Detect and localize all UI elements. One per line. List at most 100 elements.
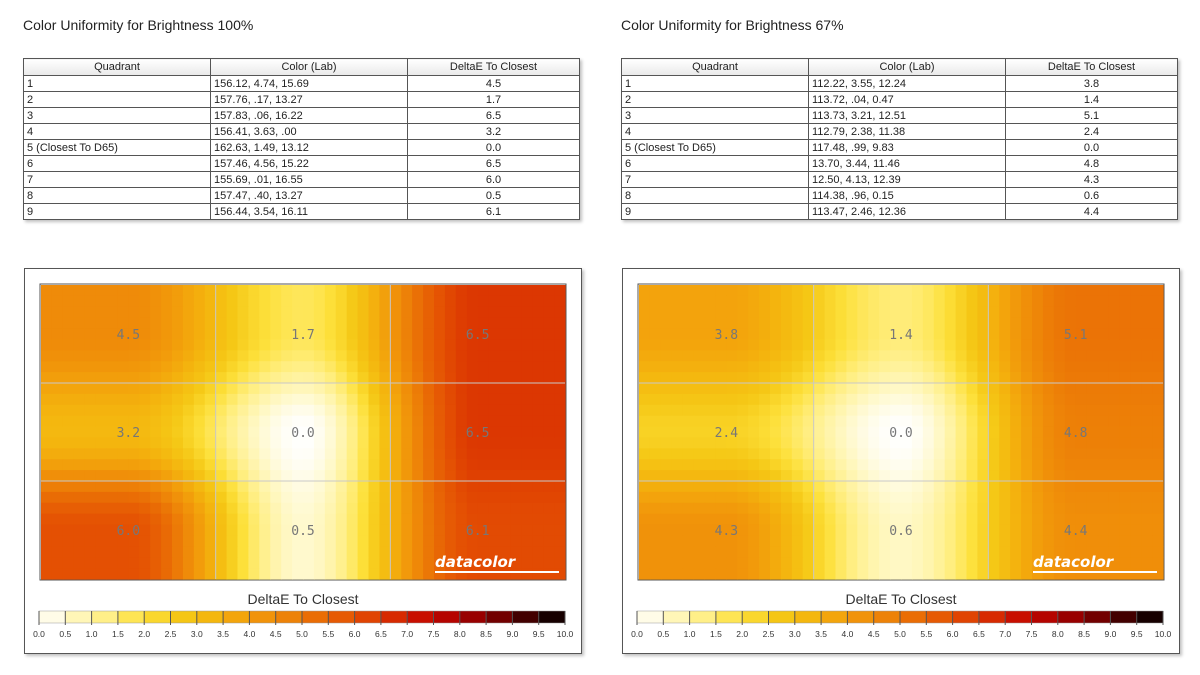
heatmap-cell [802,459,815,471]
heatmap-cell [1021,306,1033,319]
heatmap-cell [988,317,1000,330]
heatmap-cell [401,448,413,460]
heatmap-cell [966,448,979,460]
heatmap-cell [944,350,957,362]
heatmap-cell [324,295,337,308]
heatmap-cell [977,361,989,373]
heatmap-cell [1152,285,1164,297]
heatmap-cell [281,535,293,547]
heatmap-cell [499,393,512,406]
heatmap-cell [748,393,760,406]
heatmap-cell [813,568,826,580]
heatmap-cell [1075,383,1088,395]
heatmap-cell [726,317,738,330]
heatmap-cell [313,502,326,515]
heatmap-cell [879,524,891,537]
scale-tick-label: 7.0 [999,629,1011,639]
heatmap-cell [248,350,260,362]
heatmap-cell [759,491,771,504]
heatmap-cell [1021,459,1033,471]
heatmap-cell [172,404,184,417]
heatmap-cell [510,350,522,362]
heatmap-cell [748,459,760,471]
heatmap-cell [770,491,782,504]
heatmap-cell [95,328,108,341]
heatmap-cell [270,535,282,547]
heatmap-cell [748,546,760,558]
heatmap-cell [466,437,479,449]
heatmap-cell [488,568,501,580]
heatmap-cell [1042,306,1055,319]
heatmap-cell [259,393,271,406]
heatmap-cell [999,361,1011,373]
heatmap-cell [802,350,815,362]
heatmap-cell [759,459,771,471]
heatmap-cell [499,372,512,384]
heatmap-cell [128,372,140,384]
heatmap-cell [466,393,479,406]
heatmap-cell [693,328,706,341]
heatmap-cell [901,393,913,406]
heatmap-cell [521,502,533,515]
heatmap-cell [846,437,858,449]
heatmap-cell [682,437,695,449]
heatmap-cell [1042,437,1055,449]
heatmap-cell [1086,350,1099,362]
heatmap-cell [499,339,512,351]
heatmap-cell [193,372,206,384]
heatmap-cell [292,404,304,417]
heatmap-cell [1042,459,1055,471]
heatmap-cell [41,393,53,406]
heatmap-cell [879,481,891,493]
heatmap-cell [412,317,424,330]
scale-tick-label: 9.5 [533,629,545,639]
heatmap-cell [521,306,533,319]
heatmap-cell [455,437,468,449]
table-header-row: Quadrant Color (Lab) DeltaE To Closest [23,58,580,76]
heatmap-cell [1042,491,1055,504]
heatmap-cell [390,502,402,515]
heatmap-cell [390,481,402,493]
heatmap-cell [1108,285,1120,297]
heatmap-cell [41,437,53,449]
heatmap-cell [639,426,651,439]
heatmap-cell [1152,459,1164,471]
heatmap-cell [62,339,75,351]
heatmap-cell [649,459,662,471]
heatmap-cell [748,535,760,547]
heatmap-cell [944,535,957,547]
heatmap-cell [543,285,555,297]
heatmap-cell [770,404,782,417]
heatmap-cell [204,502,217,515]
heatmap-cell [303,350,315,362]
heatmap-cell [977,295,989,308]
heatmap-cell [346,415,359,428]
heatmap-cell [922,437,935,449]
heatmap-cell [901,317,913,330]
heatmap-cell [868,339,880,351]
heatmap-cell [977,557,989,569]
heatmap-cell [911,437,924,449]
heatmap-cell [423,546,435,558]
heatmap-cell [444,361,457,373]
quadrant-value-label: 4.4 [1064,524,1088,539]
heatmap-cell [150,491,162,504]
quadrant-value-label: 6.5 [466,426,489,441]
heatmap-cell [335,404,348,417]
heatmap-cell [477,568,490,580]
heatmap-cell [780,317,793,330]
heatmap-cell [543,393,555,406]
heatmap-cell [671,328,684,341]
heatmap-cell [412,448,424,460]
heatmap-cell [499,404,512,417]
scale-tick-label: 0.5 [59,629,71,639]
deltae-cell: 4.4 [1005,203,1178,220]
heatmap-cell [813,557,826,569]
heatmap-cell [521,361,533,373]
heatmap-cell [1032,295,1044,308]
heatmap-cell [150,502,162,515]
heatmap-cell [303,535,315,547]
heatmap-cell [1086,372,1099,384]
heatmap-cell [1042,317,1055,330]
heatmap-cell [1108,383,1120,395]
